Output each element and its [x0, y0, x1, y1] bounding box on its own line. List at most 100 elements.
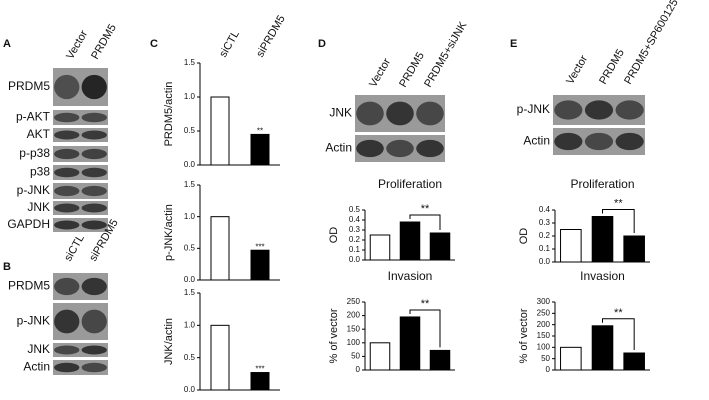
- y-tick-label: 0.4: [539, 205, 551, 214]
- y-tick-label: 0.0: [349, 255, 361, 264]
- y-axis-label: p-JNK/actin: [163, 204, 175, 261]
- blot-band: [81, 345, 107, 355]
- y-tick-label: 0.3: [349, 225, 361, 234]
- bracket: [602, 318, 635, 350]
- lane-label: siPRDM5: [254, 13, 288, 59]
- blot-band: [386, 101, 414, 126]
- blot-band: [81, 220, 107, 230]
- row-label: p-JNK: [17, 183, 50, 197]
- bracket: [409, 309, 441, 348]
- y-tick-label: 150: [347, 324, 361, 333]
- bar: [399, 316, 421, 371]
- blot-band: [81, 167, 107, 178]
- blot-band: [54, 362, 80, 373]
- y-tick-label: 0.0: [184, 160, 196, 169]
- blot-band: [81, 74, 107, 100]
- bracket: [602, 209, 635, 233]
- bar: [250, 249, 270, 281]
- y-tick-label: 0.5: [184, 126, 196, 135]
- row-label: PRDM5: [8, 79, 50, 93]
- y-tick-label: 50: [351, 352, 360, 361]
- row-label: Actin: [523, 134, 550, 148]
- blot-band: [54, 185, 80, 197]
- y-tick-label: 0.2: [349, 235, 361, 244]
- row-label: Actin: [23, 360, 50, 374]
- blot-band: [416, 101, 444, 126]
- panel-letter: B: [3, 261, 11, 273]
- significance: **: [421, 203, 430, 215]
- row-label: Actin: [325, 141, 352, 155]
- lane-label: PRDM5: [89, 22, 119, 61]
- blot-band: [54, 309, 80, 334]
- y-tick-label: 1.0: [184, 212, 196, 221]
- blot-band: [54, 148, 80, 160]
- blot-band: [81, 362, 107, 373]
- y-axis-label: JNK/actin: [163, 318, 175, 365]
- y-tick-label: 0.0: [184, 275, 196, 284]
- blot-band: [54, 112, 80, 123]
- significance: **: [614, 307, 623, 319]
- y-tick-label: 0.1: [539, 244, 551, 253]
- y-tick-label: 0.0: [539, 257, 551, 266]
- y-tick-label: 1.0: [184, 320, 196, 329]
- lane-label: PRDM5+SP600125: [622, 0, 681, 87]
- blot-band: [554, 132, 583, 151]
- lane-label: Vector: [564, 53, 590, 86]
- y-tick-label: 250: [347, 297, 361, 306]
- chart-title: Proliferation: [378, 177, 442, 191]
- y-tick-label: 0: [546, 365, 551, 374]
- y-tick-label: 1.5: [184, 288, 196, 297]
- blot-band: [54, 167, 80, 178]
- row-label: AKT: [27, 127, 51, 141]
- blot-band: [81, 309, 107, 334]
- blot-band: [54, 203, 80, 213]
- row-label: p-JNK: [517, 102, 550, 116]
- y-tick-label: 0.2: [539, 231, 551, 240]
- panel-letter: C: [150, 38, 158, 50]
- bracket: [409, 214, 441, 230]
- lane-label: PRDM5+siJNK: [422, 19, 470, 89]
- y-axis-label: PRDM5/actin: [163, 82, 175, 147]
- significance: ***: [255, 365, 264, 374]
- y-tick-label: 100: [347, 338, 361, 347]
- blot-band: [54, 220, 80, 230]
- chart-title: Proliferation: [570, 177, 634, 191]
- y-tick-label: 0: [356, 365, 361, 374]
- y-tick-label: 200: [537, 320, 551, 329]
- row-label: PRDM5: [8, 279, 50, 293]
- y-tick-label: 250: [537, 308, 551, 317]
- blot-band: [584, 132, 614, 151]
- panel-letter: D: [318, 38, 326, 50]
- bar: [429, 349, 451, 371]
- y-tick-label: 50: [541, 354, 550, 363]
- bar: [591, 325, 614, 371]
- bar: [623, 352, 645, 371]
- bar: [429, 232, 451, 261]
- blot-band: [81, 130, 107, 140]
- blot-band: [54, 345, 80, 355]
- row-label: JNK: [27, 342, 50, 356]
- y-axis-label: % of vector: [328, 308, 340, 363]
- blot-band: [54, 74, 80, 100]
- y-axis-label: % of vector: [518, 308, 530, 363]
- blot-band: [386, 139, 414, 158]
- row-label: p38: [30, 165, 50, 179]
- row-label: p-p38: [19, 146, 50, 160]
- blot-band: [81, 277, 107, 296]
- y-tick-label: 0.5: [184, 243, 196, 252]
- significance: **: [257, 127, 263, 136]
- blot-band: [54, 277, 80, 296]
- chart-title: Invasion: [388, 269, 433, 283]
- blot-band: [615, 132, 644, 151]
- significance: **: [614, 198, 623, 210]
- significance: ***: [255, 242, 264, 251]
- blot-band: [356, 139, 384, 158]
- bar: [560, 229, 582, 263]
- y-axis-label: OD: [518, 228, 530, 245]
- y-tick-label: 200: [347, 311, 361, 320]
- y-tick-label: 1.5: [184, 58, 196, 67]
- blot-band: [81, 112, 107, 123]
- y-tick-label: 0.4: [349, 215, 361, 224]
- bar: [399, 221, 421, 261]
- y-axis-label: OD: [328, 227, 340, 244]
